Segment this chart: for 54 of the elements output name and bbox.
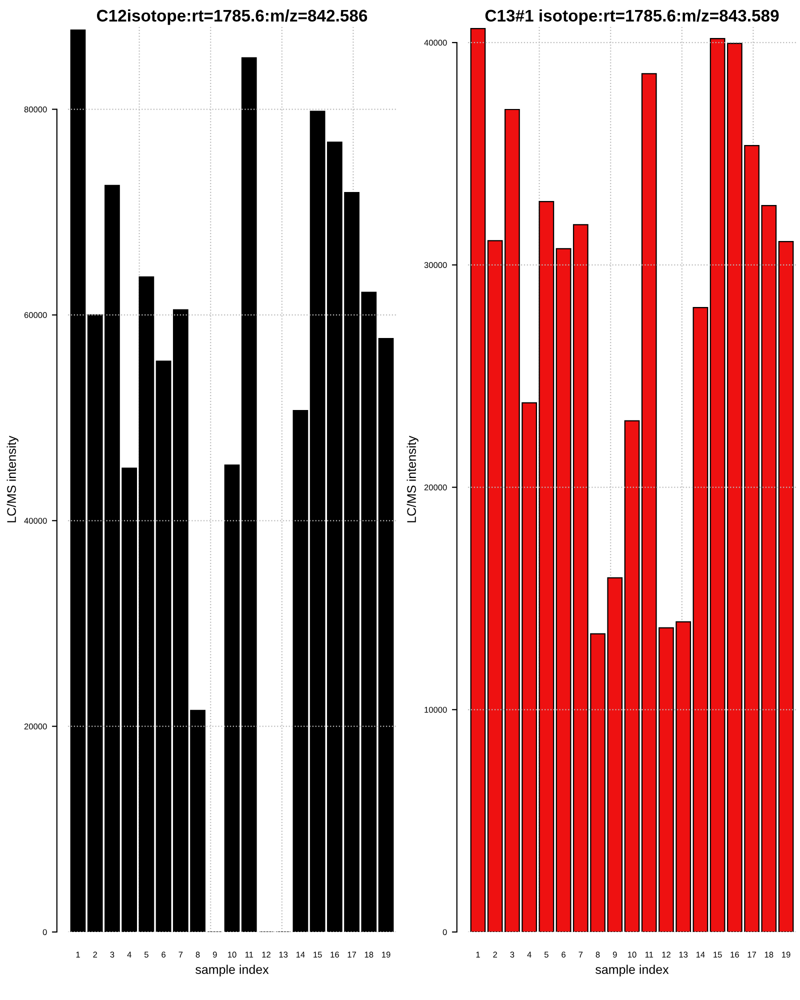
x-tick-label: 13 [279,952,288,958]
y-axis-title: LC/MS intensity [6,436,18,522]
x-tick-label: 10 [628,952,636,958]
x-tick-label: 17 [748,952,756,958]
x-tick-label: 10 [228,952,236,958]
y-tick-label: 20000 [424,484,447,490]
x-tick-label: 19 [382,952,390,958]
x-tick-label: 4 [527,952,532,958]
x-tick-label: 4 [127,952,132,958]
x-tick-label: 2 [93,952,97,958]
x-tick-label: 5 [544,952,548,958]
x-tick-label: 12 [662,952,670,958]
x-tick-label: 9 [212,952,217,958]
y-axis-title: LC/MS intensity [406,436,418,522]
x-tick-label: 8 [196,952,200,958]
y-tick-label: 20000 [24,724,47,730]
x-tick-label: 2 [493,952,497,958]
x-tick-label: 3 [110,952,114,958]
x-tick-label: 14 [296,952,305,958]
x-tick-label: 7 [578,952,583,958]
x-tick-label: 5 [144,952,148,958]
x-tick-label: 18 [364,952,374,958]
y-tick-label: 60000 [24,312,47,318]
x-tick-label: 16 [330,952,339,958]
x-tick-label: 6 [162,952,166,958]
y-tick-label: 40000 [24,518,47,524]
chart-title: C12isotope:rt=1785.6:m/z=842.586 [96,9,368,25]
x-tick-label: 11 [245,952,254,958]
x-tick-label: 8 [596,952,600,958]
x-tick-label: 1 [476,952,480,958]
x-tick-label: 18 [764,952,774,958]
y-tick-label: 0 [442,929,447,936]
y-tick-label: 0 [42,929,47,936]
x-axis-title: sample index [596,964,669,976]
x-tick-label: 1 [76,952,80,958]
x-tick-label: 3 [510,952,514,958]
x-axis-title: sample index [196,964,269,976]
x-tick-label: 15 [314,952,322,958]
chart-title: C13#1 isotope:rt=1785.6:m/z=843.589 [485,9,779,25]
x-tick-label: 16 [730,952,739,958]
x-tick-label: 13 [679,952,688,958]
x-tick-label: 12 [262,952,270,958]
x-tick-label: 14 [696,952,705,958]
y-tick-label: 30000 [424,262,447,268]
x-tick-label: 17 [348,952,356,958]
x-tick-label: 7 [178,952,183,958]
y-tick-label: 10000 [424,706,447,713]
x-tick-label: 15 [714,952,722,958]
y-tick-label: 40000 [424,40,447,46]
x-tick-label: 9 [612,952,617,958]
x-tick-label: 6 [562,952,566,958]
x-tick-label: 11 [645,952,654,958]
y-tick-label: 80000 [24,106,47,112]
x-tick-label: 19 [782,952,790,958]
